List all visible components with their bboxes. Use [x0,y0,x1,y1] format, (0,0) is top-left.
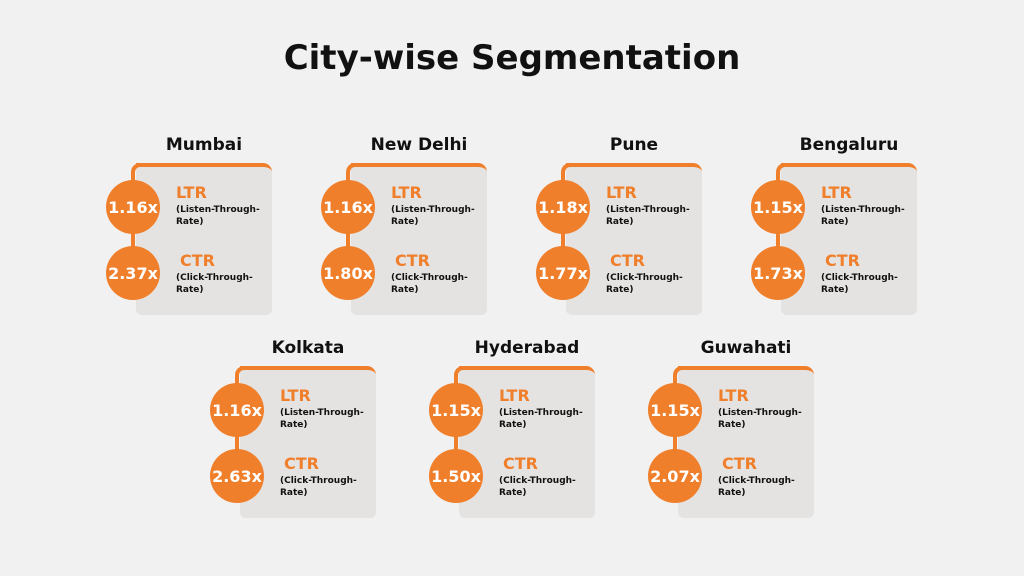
ltr-label: LTR [821,183,852,202]
connector-line [673,426,677,466]
ctr-description: (Click-Through-Rate) [176,273,253,295]
city-name: Guwahati [700,338,792,358]
ltr-label: LTR [718,386,749,405]
connector-line [673,366,687,390]
ctr-value-badge: 1.73x [751,246,805,300]
ctr-label: CTR [284,454,319,473]
ctr-label: CTR [395,251,430,270]
ctr-value-badge: 2.37x [106,246,160,300]
ctr-value-badge: 2.07x [648,449,702,503]
card-background [459,366,595,518]
ltr-value-badge: 1.18x [536,180,590,234]
connector-line [346,223,350,263]
ltr-description: (Listen-Through-Rate) [718,408,802,430]
ctr-label: CTR [825,251,860,270]
city-name: Mumbai [165,135,243,155]
connector-line [235,426,239,466]
ctr-label: CTR [503,454,538,473]
ctr-description: (Click-Through-Rate) [821,273,898,295]
connector-line [776,223,780,263]
ltr-label: LTR [499,386,530,405]
connector-line [235,366,249,390]
ltr-value-badge: 1.16x [321,180,375,234]
ltr-label: LTR [280,386,311,405]
connector-line [454,366,468,390]
ltr-description: (Listen-Through-Rate) [280,408,364,430]
card-background [351,163,487,315]
ctr-label: CTR [722,454,757,473]
connector-line [346,163,360,187]
card-background [136,163,272,315]
ctr-label: CTR [610,251,645,270]
ctr-description: (Click-Through-Rate) [499,476,576,498]
ctr-description: (Click-Through-Rate) [280,476,357,498]
ltr-description: (Listen-Through-Rate) [176,205,260,227]
page-title: City-wise Segmentation [283,38,741,78]
connector-line [131,163,145,187]
card-background [781,163,917,315]
ctr-value-badge: 1.80x [321,246,375,300]
ctr-description: (Click-Through-Rate) [391,273,468,295]
ctr-value-badge: 2.63x [210,449,264,503]
city-name: New Delhi [370,135,468,155]
ltr-value-badge: 1.16x [106,180,160,234]
ltr-label: LTR [176,183,207,202]
card-background [240,366,376,518]
ctr-description: (Click-Through-Rate) [606,273,683,295]
ltr-value-badge: 1.15x [751,180,805,234]
ltr-description: (Listen-Through-Rate) [606,205,690,227]
card-background [678,366,814,518]
city-name: Kolkata [271,338,345,358]
ctr-value-badge: 1.77x [536,246,590,300]
ltr-description: (Listen-Through-Rate) [499,408,583,430]
ltr-label: LTR [606,183,637,202]
connector-line [131,223,135,263]
connector-line [561,163,575,187]
city-name: Hyderabad [474,338,580,358]
city-name: Bengaluru [799,135,899,155]
connector-line [561,223,565,263]
city-name: Pune [609,135,659,155]
ltr-description: (Listen-Through-Rate) [391,205,475,227]
connector-line [454,426,458,466]
card-background [566,163,702,315]
ctr-description: (Click-Through-Rate) [718,476,795,498]
ltr-label: LTR [391,183,422,202]
ltr-description: (Listen-Through-Rate) [821,205,905,227]
ltr-value-badge: 1.16x [210,383,264,437]
ctr-value-badge: 1.50x [429,449,483,503]
ltr-value-badge: 1.15x [648,383,702,437]
ltr-value-badge: 1.15x [429,383,483,437]
ctr-label: CTR [180,251,215,270]
connector-line [776,163,790,187]
